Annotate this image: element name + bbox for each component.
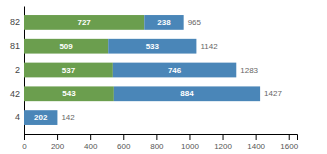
bar	[24, 63, 113, 78]
x-tick: 200	[51, 134, 65, 151]
x-tick: 1200	[214, 134, 232, 151]
total-label: 1142	[200, 42, 218, 51]
y-tick-label: 82	[10, 17, 20, 27]
x-tick: 600	[117, 134, 131, 151]
x-tick-mark	[223, 134, 224, 140]
y-tick: 2	[15, 65, 24, 75]
bar	[114, 86, 260, 101]
x-tick-mark	[90, 134, 91, 140]
x-tick-label: 0	[22, 142, 27, 151]
x-tick-mark	[57, 134, 58, 140]
bar	[113, 63, 236, 78]
data-label: 543	[62, 89, 76, 98]
total-label: 1427	[264, 89, 282, 98]
bar	[108, 39, 196, 54]
x-tick-label: 1200	[214, 142, 232, 151]
data-label: 238	[157, 18, 171, 27]
y-tick: 81	[10, 41, 24, 51]
x-tick: 0	[22, 134, 27, 151]
bar	[144, 15, 183, 30]
y-tick: 4	[15, 112, 24, 122]
y-tick-label: 42	[10, 89, 20, 99]
y-tick-label: 2	[15, 65, 20, 75]
data-label: 537	[62, 66, 76, 75]
chart-container: 0 200 400 600 800 1000 1200 1400 1600 4 42 2 81 82 543…	[0, 0, 327, 154]
x-tick: 800	[150, 134, 164, 151]
bar	[24, 15, 144, 30]
data-label: 727	[77, 18, 91, 27]
x-tick-label: 400	[84, 142, 98, 151]
y-tick: 42	[10, 89, 24, 99]
x-tick-mark	[156, 134, 157, 140]
x-tick-label: 800	[150, 142, 164, 151]
x-axis-line	[25, 135, 298, 141]
data-label: 746	[168, 66, 182, 75]
x-tick-label: 1600	[280, 142, 298, 151]
labels: 543 537 509 727 202 884 746 533 238 142 1427 1283 11…	[34, 18, 282, 122]
x-tick-mark	[189, 134, 190, 140]
data-label: 533	[146, 42, 160, 51]
x-axis: 0 200 400 600 800 1000 1200 1400 1600	[22, 134, 298, 151]
x-tick-label: 600	[117, 142, 131, 151]
total-label: 965	[188, 18, 202, 27]
bar	[24, 86, 114, 101]
y-axis: 4 42 2 81 82	[10, 7, 25, 135]
bar	[24, 110, 57, 125]
bars	[24, 15, 260, 125]
y-tick-label: 4	[15, 112, 20, 122]
x-tick-mark	[256, 134, 257, 140]
x-tick-mark	[24, 134, 25, 140]
x-tick: 400	[84, 134, 98, 151]
x-tick-label: 200	[51, 142, 65, 151]
series-1	[24, 15, 260, 125]
x-tick: 1600	[280, 134, 298, 151]
x-tick: 1400	[247, 134, 265, 151]
total-label: 142	[61, 113, 75, 122]
y-tick: 82	[10, 17, 24, 27]
data-label: 509	[59, 42, 73, 51]
y-tick-label: 81	[10, 41, 20, 51]
plot: 0 200 400 600 800 1000 1200 1400 1600 4 42 2 81 82 543…	[10, 7, 299, 151]
total-label: 1283	[240, 66, 258, 75]
x-tick: 1000	[181, 134, 199, 151]
x-tick-mark	[289, 134, 290, 140]
x-tick-label: 1000	[181, 142, 199, 151]
chart-svg: 0 200 400 600 800 1000 1200 1400 1600 4 42 2 81 82 543…	[0, 0, 327, 154]
bar	[24, 39, 108, 54]
x-tick-mark	[123, 134, 124, 140]
x-tick-label: 1400	[247, 142, 265, 151]
data-label: 884	[180, 89, 194, 98]
data-label: 202	[34, 113, 48, 122]
